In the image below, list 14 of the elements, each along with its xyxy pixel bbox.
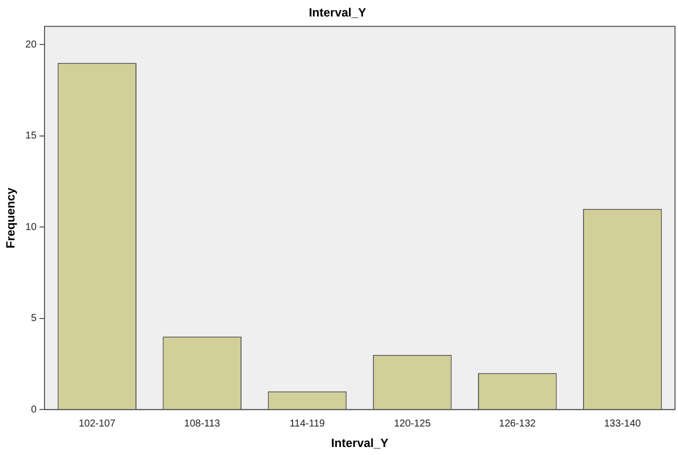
x-tick-label: 102-107 [78,418,116,430]
y-tick-label: 20 [25,39,37,50]
x-tick-label: 120-125 [394,418,432,430]
x-tick-label: 114-119 [290,418,326,430]
x-axis-title: Interval_Y [331,436,388,450]
x-tick-label: 108-113 [184,418,221,430]
x-tick-label: 133-140 [604,418,642,430]
y-tick-label: 0 [30,404,37,416]
x-tick-label: 126-132 [499,418,536,430]
y-tick-label: 15 [25,130,37,142]
chart-title: Interval_Y [308,6,366,20]
y-tick-label: 5 [30,313,37,324]
y-axis-title: Frequency [4,187,18,248]
y-tick-label: 10 [25,222,37,233]
